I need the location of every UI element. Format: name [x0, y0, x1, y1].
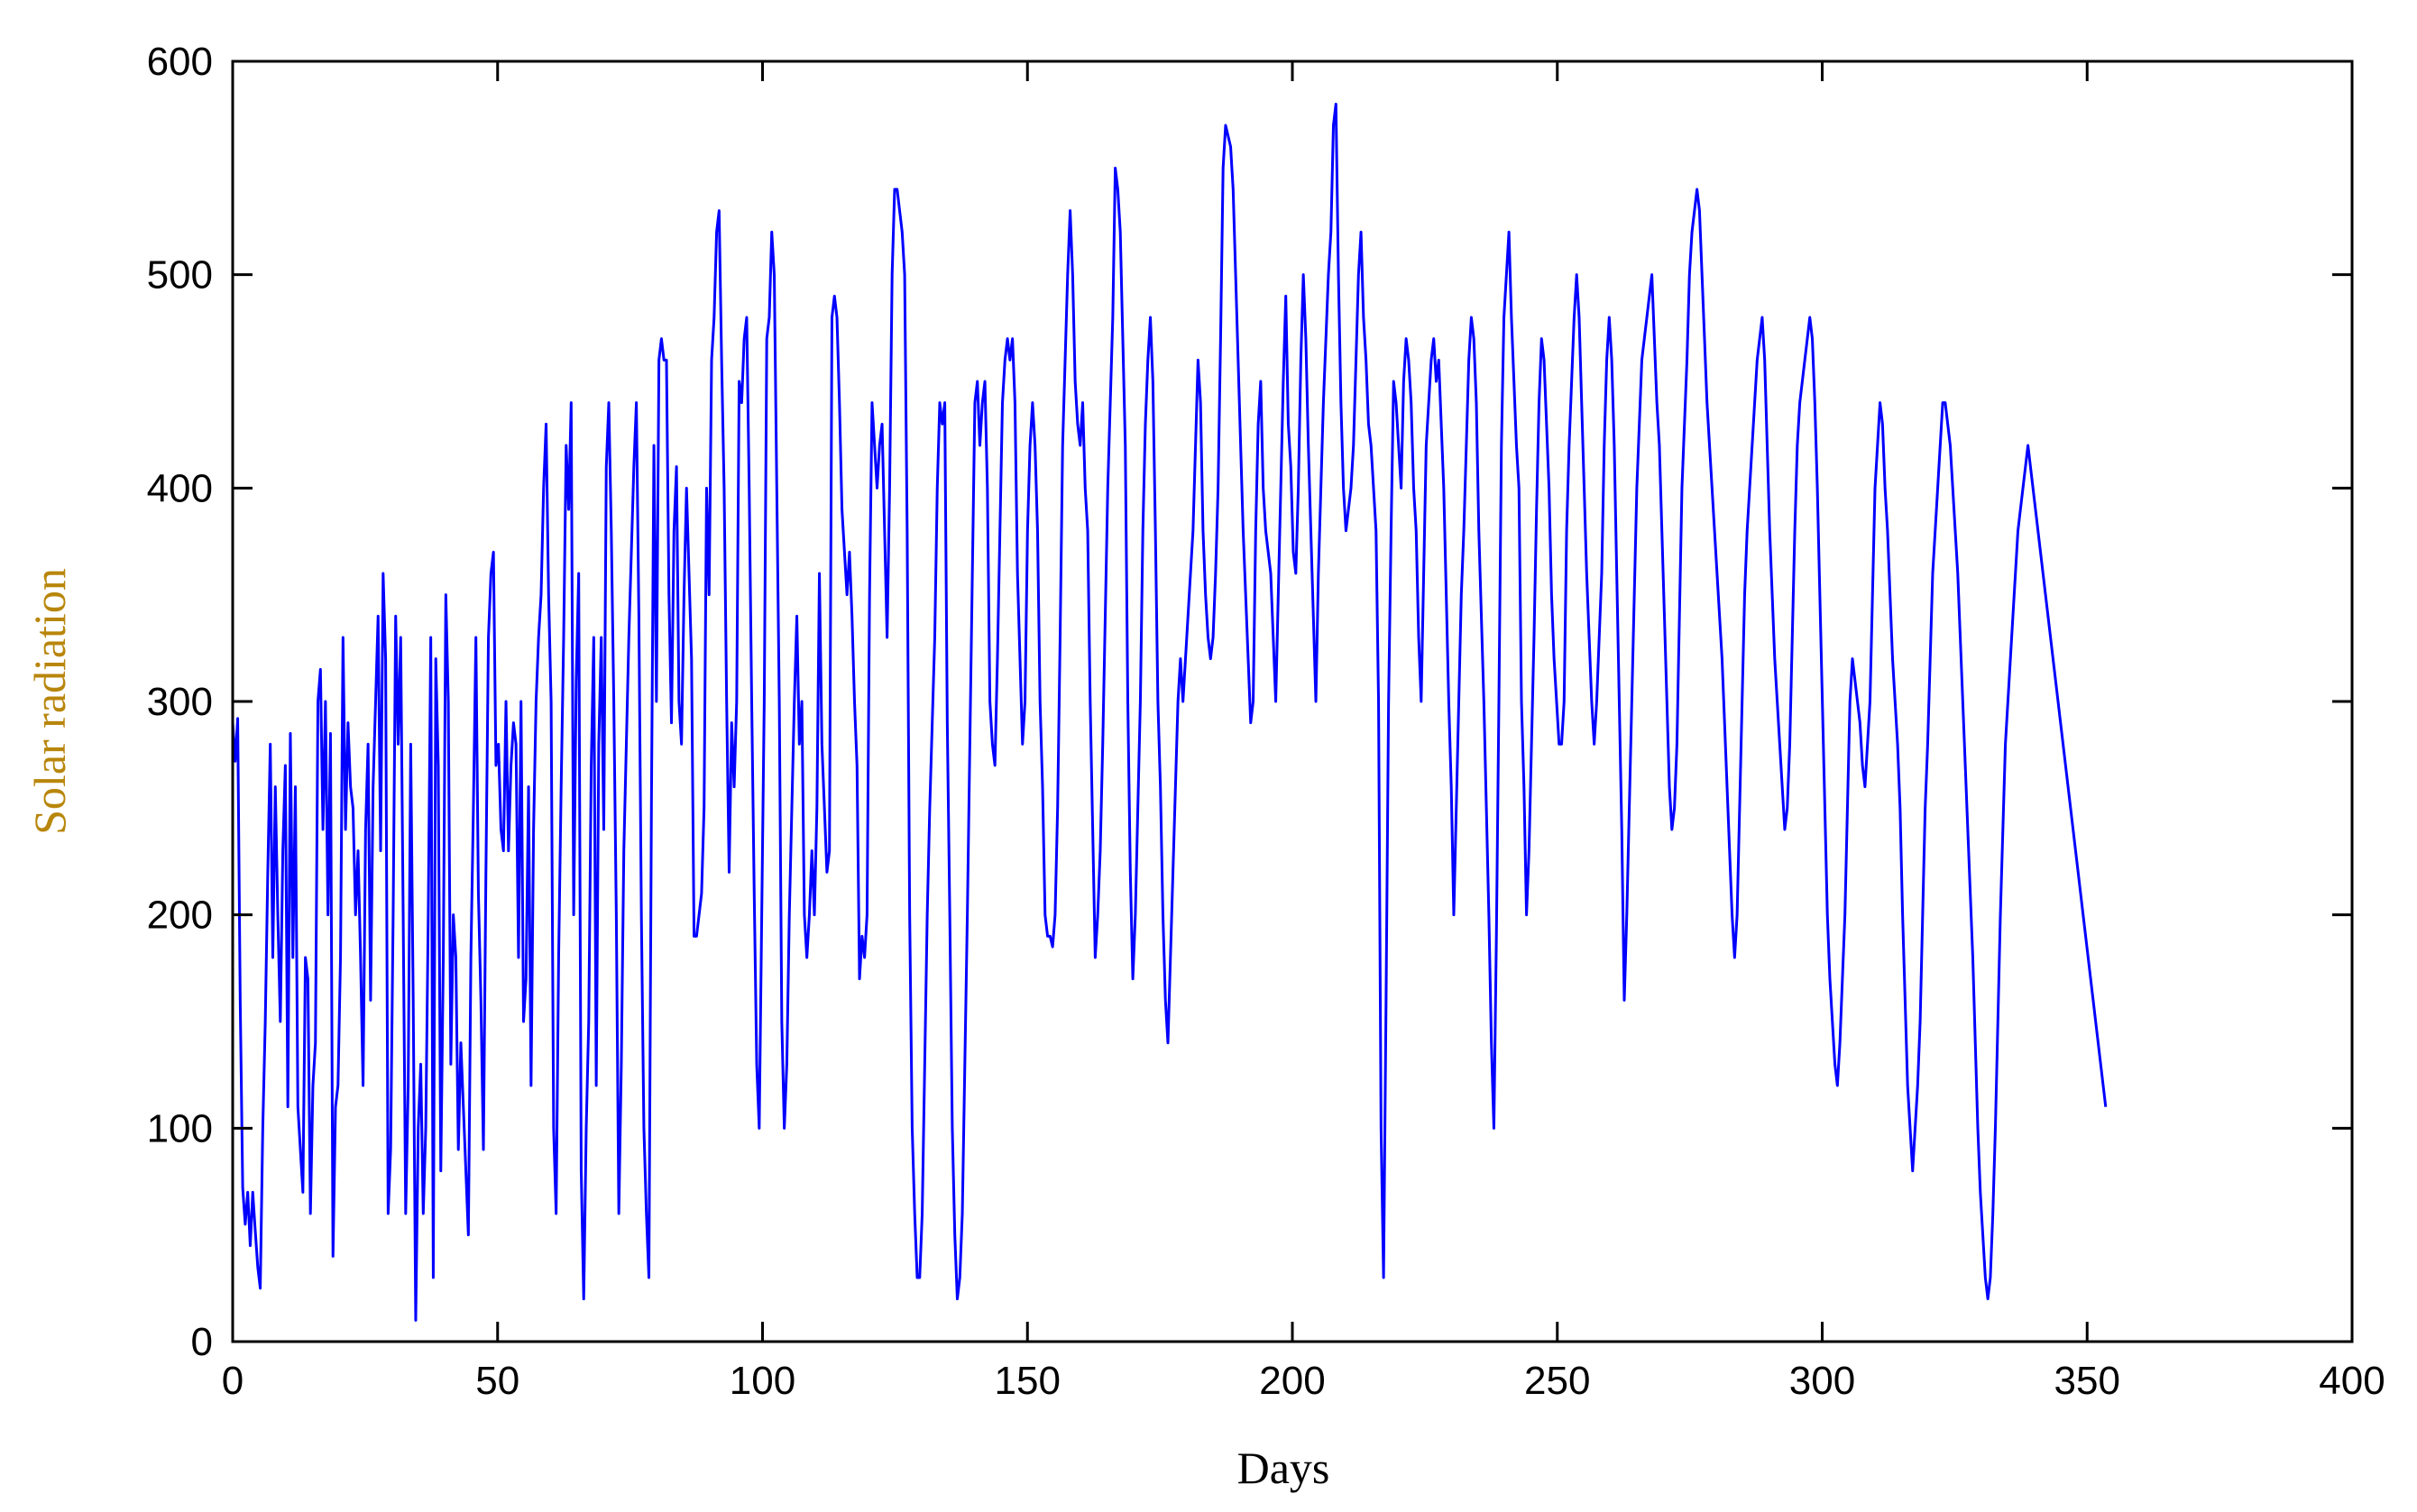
x-axis-ticks: 0 50 100 150 200 250 300 350 400 [222, 61, 2385, 1403]
x-axis-label: Days [1237, 1443, 1330, 1493]
y-tick-label: 600 [147, 40, 213, 84]
y-tick-label: 500 [147, 253, 213, 298]
y-axis-ticks: 0 100 200 300 400 500 600 [147, 40, 2352, 1364]
x-tick-label: 200 [1259, 1359, 1325, 1403]
x-tick-label: 350 [2054, 1359, 2120, 1403]
plot-layer [231, 102, 2108, 1322]
x-tick-label: 400 [2319, 1359, 2385, 1403]
y-tick-label: 200 [147, 893, 213, 938]
y-tick-label: 400 [147, 466, 213, 510]
x-tick-label: 50 [475, 1359, 519, 1403]
solar-radiation-series-line [231, 102, 2108, 1322]
x-tick-label: 100 [730, 1359, 795, 1403]
y-axis-label: Solar radiation [24, 568, 75, 835]
y-tick-label: 100 [147, 1106, 213, 1150]
x-tick-label: 300 [1789, 1359, 1855, 1403]
x-tick-label: 0 [222, 1359, 244, 1403]
x-tick-label: 250 [1524, 1359, 1590, 1403]
y-tick-label: 0 [191, 1320, 213, 1364]
y-tick-label: 300 [147, 680, 213, 724]
x-tick-label: 150 [995, 1359, 1061, 1403]
